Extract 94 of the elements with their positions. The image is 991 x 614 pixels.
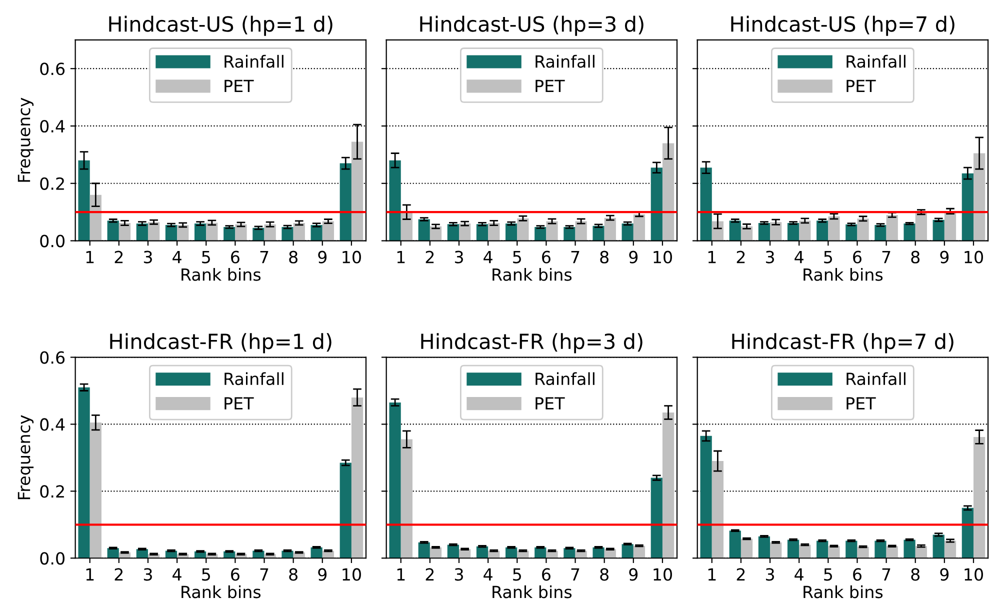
x-tick-label: 7 <box>260 251 268 264</box>
x-tick-label: 8 <box>911 250 920 264</box>
x-tick-label: 9 <box>629 568 638 581</box>
x-tick-label: 4 <box>484 568 492 581</box>
x-tick-label: 3 <box>454 568 463 581</box>
x-tick-label: 5 <box>824 568 832 581</box>
x-tick-label: 8 <box>600 250 608 264</box>
x-tick-label: 3 <box>766 568 774 581</box>
x-tick-label: 10 <box>342 250 361 264</box>
chart-title: Hindcast-FR (hp=7 d) <box>732 333 954 354</box>
y-tick-label: 0.6 <box>40 62 65 76</box>
x-tick-label: 1 <box>86 568 94 581</box>
x-tick-label: 5 <box>202 251 210 264</box>
x-tick-label: 2 <box>426 250 434 264</box>
x-tick-label: 9 <box>940 568 949 581</box>
x-tick-label: 3 <box>144 568 152 581</box>
x-tick-label: 10 <box>342 568 361 581</box>
x-tick-label: 4 <box>172 568 182 581</box>
y-tick-label: 0.6 <box>40 351 65 364</box>
legend-label: PET <box>224 397 254 410</box>
x-tick-label: 4 <box>794 568 804 581</box>
legend-label: PET <box>536 397 565 410</box>
x-tick-label: 6 <box>853 250 862 264</box>
legend-label: Rainfall <box>846 54 906 68</box>
x-tick-label: 8 <box>911 568 920 581</box>
legend-label: PET <box>224 80 254 92</box>
x-axis-title: Rank bins <box>182 585 261 598</box>
x-tick-label: 8 <box>289 250 298 264</box>
legend-label: PET <box>846 397 876 410</box>
x-tick-label: 9 <box>940 250 949 264</box>
x-tick-label: 2 <box>114 250 123 264</box>
legend-label: Rainfall <box>846 372 906 386</box>
x-tick-label: 5 <box>513 251 521 264</box>
x-tick-label: 7 <box>571 568 580 581</box>
x-tick-label: 6 <box>231 250 240 264</box>
x-tick-label: 3 <box>766 250 774 264</box>
chart-title: Hindcast-US (hp=3 d) <box>420 16 644 36</box>
chart-title: Hindcast-FR (hp=3 d) <box>421 333 642 354</box>
y-axis-title: Frequency <box>18 415 34 500</box>
x-tick-label: 6 <box>542 250 550 264</box>
x-tick-label: 6 <box>542 568 550 581</box>
x-tick-label: 10 <box>964 568 983 581</box>
x-tick-label: 9 <box>629 250 638 264</box>
x-tick-label: 1 <box>397 251 405 264</box>
x-tick-label: 5 <box>513 568 521 581</box>
x-tick-label: 1 <box>86 251 94 264</box>
x-tick-label: 6 <box>853 568 862 581</box>
legend-label: Rainfall <box>536 372 594 386</box>
x-tick-label: 4 <box>484 251 492 264</box>
y-tick-label: 0.2 <box>40 485 64 498</box>
legend-label: PET <box>846 80 876 92</box>
x-tick-label: 9 <box>318 250 327 264</box>
legend-label: Rainfall <box>224 54 284 68</box>
x-tick-label: 10 <box>654 568 672 581</box>
x-tick-label: 1 <box>397 568 405 581</box>
x-tick-label: 5 <box>824 251 832 264</box>
y-axis-title: Frequency <box>18 98 34 182</box>
y-tick-label: 0.4 <box>40 418 65 431</box>
chart-title: Hindcast-FR (hp=1 d) <box>110 333 332 354</box>
x-tick-label: 7 <box>882 251 890 264</box>
legend-label: PET <box>536 80 565 92</box>
chart-title: Hindcast-US (hp=7 d) <box>731 16 954 36</box>
x-tick-label: 6 <box>231 568 240 581</box>
x-tick-label: 2 <box>114 568 123 581</box>
x-axis-title: Rank bins <box>804 585 883 598</box>
y-tick-label: 0.0 <box>40 552 64 565</box>
x-tick-label: 8 <box>289 568 298 581</box>
x-tick-label: 1 <box>708 251 716 264</box>
x-tick-label: 1 <box>708 568 716 581</box>
x-tick-label: 9 <box>318 568 327 581</box>
x-tick-label: 4 <box>794 251 804 264</box>
y-tick-label: 0.0 <box>40 234 64 248</box>
x-tick-label: 2 <box>736 568 745 581</box>
legend-label: Rainfall <box>224 372 284 386</box>
x-tick-label: 10 <box>654 250 672 264</box>
chart-title: Hindcast-US (hp=1 d) <box>109 16 332 36</box>
y-tick-label: 0.2 <box>40 177 64 190</box>
x-tick-label: 7 <box>571 251 580 264</box>
y-tick-label: 0.4 <box>40 120 65 133</box>
legend-label: Rainfall <box>536 54 594 68</box>
x-tick-label: 10 <box>964 250 983 264</box>
x-axis-title: Rank bins <box>492 585 572 598</box>
x-tick-label: 2 <box>426 568 434 581</box>
x-tick-label: 7 <box>882 568 890 581</box>
x-tick-label: 8 <box>600 568 608 581</box>
x-tick-label: 3 <box>144 250 152 264</box>
x-tick-label: 5 <box>202 568 210 581</box>
x-axis-title: Rank bins <box>492 268 572 281</box>
x-tick-label: 3 <box>454 250 463 264</box>
x-tick-label: 4 <box>172 251 182 264</box>
x-tick-label: 7 <box>260 568 268 581</box>
x-axis-title: Rank bins <box>804 268 883 281</box>
x-tick-label: 2 <box>736 250 745 264</box>
x-axis-title: Rank bins <box>182 268 261 281</box>
